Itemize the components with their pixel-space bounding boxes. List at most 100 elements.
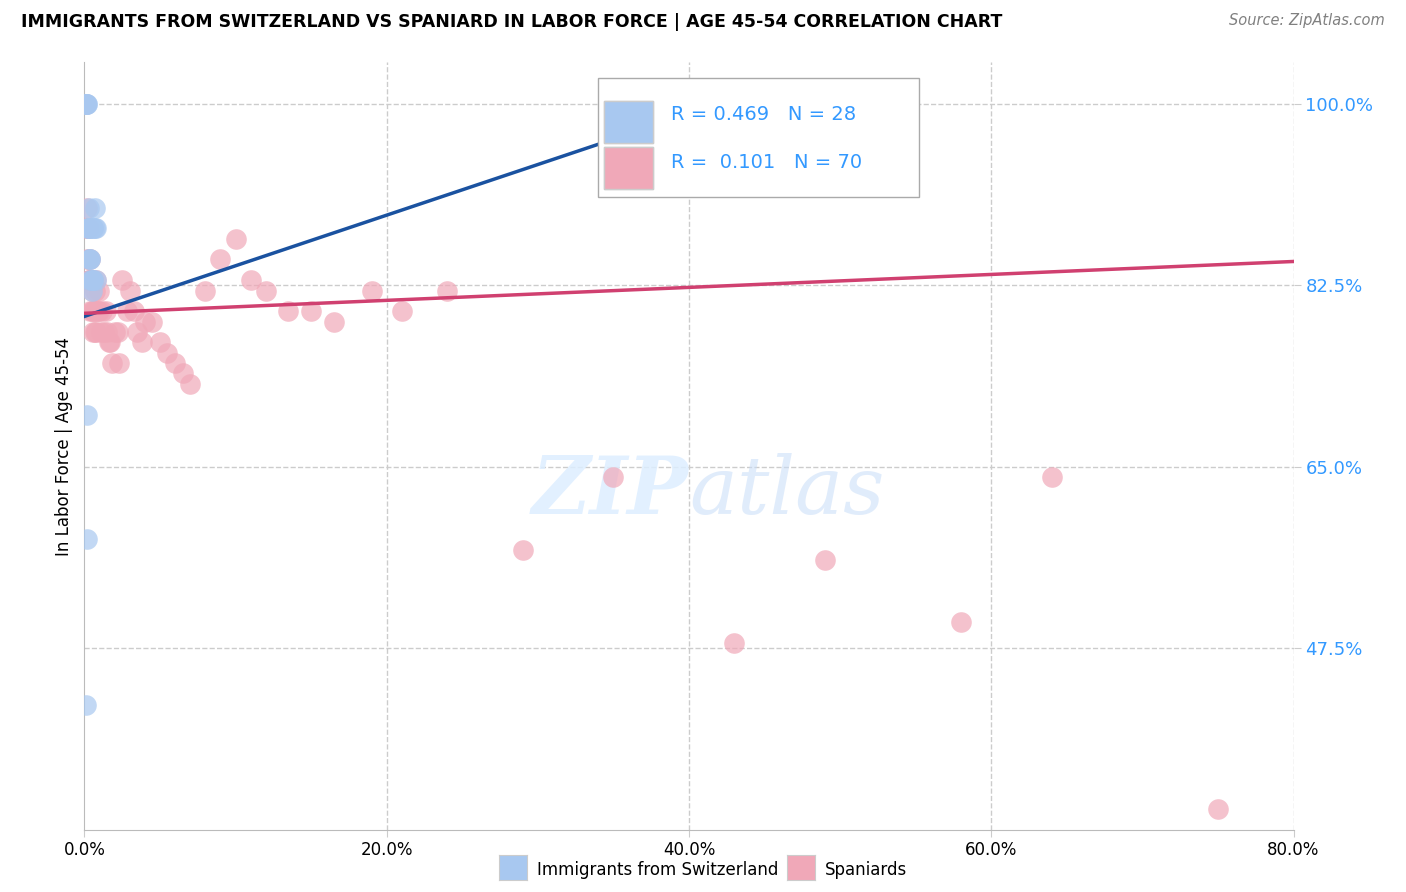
Point xyxy=(360,284,382,298)
Point xyxy=(93,325,115,339)
Point xyxy=(76,408,98,422)
Point xyxy=(172,367,194,381)
Text: Immigrants from Switzerland: Immigrants from Switzerland xyxy=(537,861,779,879)
Point xyxy=(77,252,100,267)
Point xyxy=(86,221,108,235)
Point xyxy=(79,252,101,267)
Point xyxy=(82,221,104,235)
Point xyxy=(254,284,277,298)
Point xyxy=(950,615,973,630)
Point xyxy=(75,96,97,111)
Point xyxy=(209,252,232,267)
Point xyxy=(322,315,344,329)
Text: R =  0.101   N = 70: R = 0.101 N = 70 xyxy=(671,153,862,171)
Point xyxy=(111,273,134,287)
Point xyxy=(75,96,97,111)
Point xyxy=(75,96,97,111)
Point xyxy=(277,304,299,318)
Text: Spaniards: Spaniards xyxy=(825,861,907,879)
Point xyxy=(156,345,179,359)
Point xyxy=(75,96,97,111)
Point xyxy=(89,304,111,318)
Point xyxy=(87,304,110,318)
Point xyxy=(80,273,103,287)
Point xyxy=(100,356,122,370)
Text: atlas: atlas xyxy=(689,453,884,531)
Point xyxy=(86,273,108,287)
Point xyxy=(84,284,107,298)
Point xyxy=(84,201,107,215)
Point xyxy=(79,252,101,267)
Point xyxy=(76,96,98,111)
Point xyxy=(77,221,100,235)
Point xyxy=(75,221,97,235)
Point xyxy=(122,304,145,318)
Point xyxy=(80,273,103,287)
Point xyxy=(115,304,138,318)
Point xyxy=(82,325,104,339)
Point xyxy=(77,252,100,267)
Point xyxy=(76,221,98,235)
Point xyxy=(723,636,745,650)
Point xyxy=(79,273,101,287)
Point xyxy=(1040,470,1063,484)
Point xyxy=(76,96,98,111)
Point xyxy=(90,325,112,339)
Point xyxy=(89,284,111,298)
Point xyxy=(77,221,100,235)
Point xyxy=(79,304,101,318)
Text: ZIP: ZIP xyxy=(531,453,689,531)
Point xyxy=(239,273,262,287)
Point xyxy=(77,221,100,235)
Point xyxy=(107,325,129,339)
Point xyxy=(127,325,149,339)
Y-axis label: In Labor Force | Age 45-54: In Labor Force | Age 45-54 xyxy=(55,336,73,556)
Point xyxy=(814,553,837,567)
Point xyxy=(118,284,141,298)
Point xyxy=(134,315,156,329)
Point xyxy=(104,325,127,339)
Point xyxy=(194,284,217,298)
Point xyxy=(77,273,100,287)
Point xyxy=(179,376,201,391)
Point xyxy=(79,252,101,267)
FancyBboxPatch shape xyxy=(605,147,652,189)
Point xyxy=(131,335,153,350)
Point xyxy=(82,273,104,287)
Point xyxy=(97,335,120,350)
Point xyxy=(391,304,413,318)
Point xyxy=(602,470,624,484)
Text: Source: ZipAtlas.com: Source: ZipAtlas.com xyxy=(1229,13,1385,29)
Text: R = 0.469   N = 28: R = 0.469 N = 28 xyxy=(671,105,856,124)
Point xyxy=(82,273,104,287)
Point xyxy=(98,335,121,350)
Point xyxy=(76,252,98,267)
Point xyxy=(165,356,187,370)
Point xyxy=(512,542,534,557)
Point xyxy=(84,325,107,339)
Point xyxy=(299,304,322,318)
Point xyxy=(77,221,100,235)
Point xyxy=(76,533,98,547)
Point xyxy=(96,325,118,339)
FancyBboxPatch shape xyxy=(599,78,918,197)
Point xyxy=(80,273,103,287)
Point xyxy=(76,221,98,235)
Point xyxy=(75,698,97,713)
Point xyxy=(79,273,101,287)
Point xyxy=(91,304,114,318)
Point xyxy=(82,221,104,235)
Point xyxy=(86,304,108,318)
Point xyxy=(86,325,108,339)
Point xyxy=(141,315,163,329)
Point xyxy=(80,284,103,298)
Point xyxy=(80,284,103,298)
Point xyxy=(80,304,103,318)
Point xyxy=(77,201,100,215)
Point xyxy=(225,232,247,246)
Point xyxy=(84,221,107,235)
Text: IMMIGRANTS FROM SWITZERLAND VS SPANIARD IN LABOR FORCE | AGE 45-54 CORRELATION C: IMMIGRANTS FROM SWITZERLAND VS SPANIARD … xyxy=(21,13,1002,31)
Point xyxy=(108,356,131,370)
FancyBboxPatch shape xyxy=(605,101,652,143)
Point xyxy=(149,335,172,350)
